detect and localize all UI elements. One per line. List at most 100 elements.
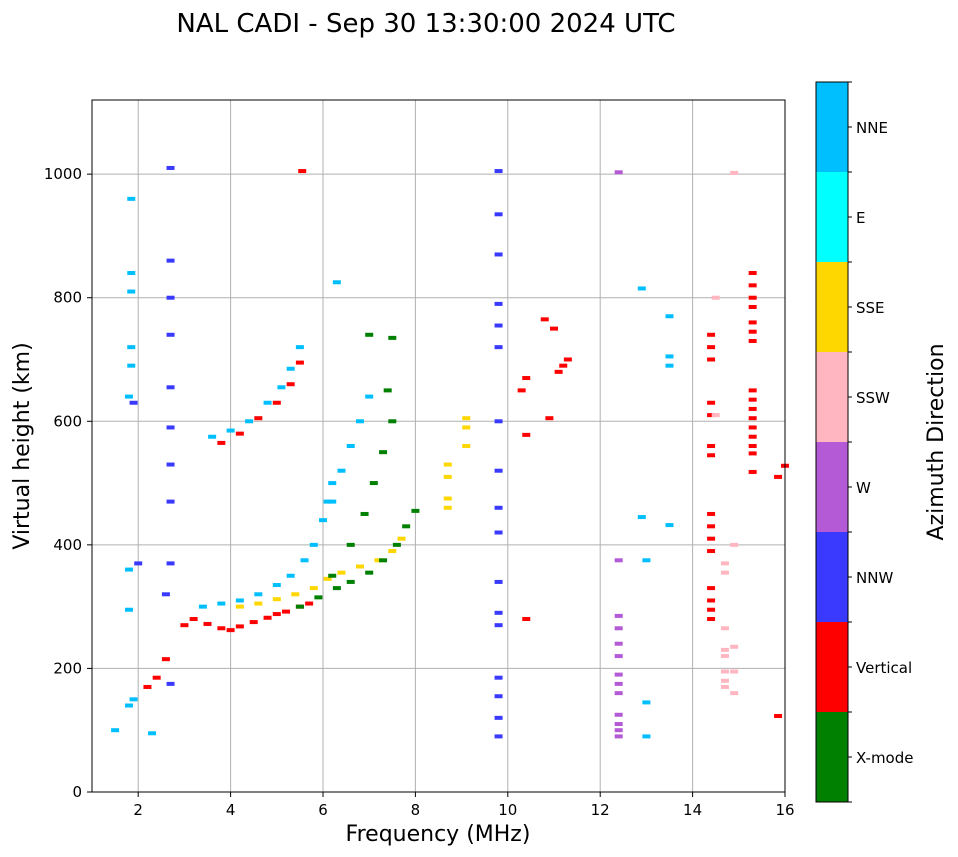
y-tick-label: 1000 bbox=[44, 165, 82, 183]
data-point bbox=[319, 518, 327, 523]
data-point bbox=[254, 601, 263, 606]
data-point bbox=[295, 604, 304, 609]
data-point bbox=[748, 271, 757, 275]
data-point bbox=[748, 304, 757, 309]
data-point bbox=[707, 357, 716, 362]
data-point bbox=[189, 617, 198, 621]
plot-grid bbox=[92, 100, 786, 793]
data-point bbox=[217, 601, 226, 606]
data-point bbox=[374, 558, 383, 563]
plot-marks bbox=[111, 165, 789, 739]
y-tick-label: 0 bbox=[72, 783, 82, 801]
data-point bbox=[517, 388, 526, 393]
data-point bbox=[707, 332, 716, 337]
x-tick-label: 12 bbox=[591, 801, 610, 819]
data-point bbox=[707, 345, 716, 350]
data-point bbox=[522, 432, 531, 437]
data-point bbox=[614, 712, 623, 717]
data-point bbox=[642, 558, 651, 563]
data-point bbox=[235, 604, 244, 609]
data-point bbox=[494, 323, 503, 328]
data-point bbox=[328, 499, 337, 504]
data-point bbox=[730, 691, 739, 696]
data-point bbox=[748, 329, 757, 334]
data-point bbox=[127, 363, 136, 368]
colorbar-segment bbox=[816, 82, 848, 172]
data-point bbox=[494, 301, 503, 306]
data-point bbox=[402, 524, 411, 529]
data-point bbox=[383, 388, 392, 393]
data-point bbox=[748, 451, 757, 456]
data-point bbox=[707, 453, 716, 458]
data-point bbox=[707, 598, 716, 603]
data-point bbox=[462, 416, 471, 421]
data-point bbox=[494, 252, 503, 257]
data-point bbox=[127, 289, 136, 294]
data-point bbox=[748, 444, 757, 448]
colorbar-tick-label: SSE bbox=[856, 299, 885, 317]
data-point bbox=[748, 388, 757, 393]
data-point bbox=[309, 586, 318, 591]
azimuth-colorbar: X-mode Vertical NNW W SSW SSE E NNE bbox=[815, 81, 913, 803]
colorbar-tick-label: SSW bbox=[856, 389, 890, 407]
data-point bbox=[462, 444, 471, 448]
data-point bbox=[148, 731, 157, 736]
colorbar-label: Azimuth Direction bbox=[924, 343, 949, 540]
data-point bbox=[563, 357, 572, 362]
data-point bbox=[614, 626, 623, 631]
data-point bbox=[522, 617, 531, 621]
data-point bbox=[748, 295, 757, 300]
data-point bbox=[642, 700, 651, 705]
data-point bbox=[748, 434, 757, 439]
data-point bbox=[365, 394, 374, 399]
data-point bbox=[286, 573, 295, 578]
data-point bbox=[286, 366, 295, 371]
data-point bbox=[443, 496, 452, 501]
data-point bbox=[614, 691, 623, 696]
data-point bbox=[494, 623, 503, 628]
data-point bbox=[291, 592, 300, 597]
data-point bbox=[166, 681, 175, 686]
data-point bbox=[161, 657, 170, 662]
data-point bbox=[494, 530, 503, 535]
data-point bbox=[355, 419, 364, 424]
data-point bbox=[295, 360, 304, 365]
data-point bbox=[226, 628, 235, 633]
y-tick-label: 800 bbox=[53, 289, 82, 307]
data-point bbox=[166, 425, 175, 430]
data-point bbox=[166, 165, 175, 170]
data-point bbox=[249, 620, 258, 625]
data-point bbox=[494, 610, 503, 615]
colorbar-segment bbox=[816, 622, 848, 712]
data-point bbox=[730, 644, 739, 649]
data-point bbox=[614, 170, 623, 175]
data-point bbox=[286, 382, 295, 387]
data-point bbox=[365, 332, 374, 337]
data-point bbox=[263, 615, 272, 620]
data-point bbox=[388, 335, 397, 340]
data-point bbox=[263, 400, 272, 405]
colorbar-tick-label: X-mode bbox=[856, 749, 913, 767]
data-point bbox=[166, 499, 175, 504]
data-point bbox=[369, 481, 378, 486]
data-point bbox=[166, 561, 175, 566]
data-point bbox=[707, 586, 716, 591]
data-point bbox=[707, 511, 716, 516]
data-point bbox=[462, 425, 471, 430]
data-point bbox=[272, 612, 281, 617]
data-point bbox=[134, 561, 143, 566]
plot-frame bbox=[91, 99, 786, 793]
data-point bbox=[707, 536, 716, 541]
data-point bbox=[166, 295, 175, 300]
data-point bbox=[235, 624, 244, 629]
data-point bbox=[166, 258, 175, 263]
data-point bbox=[143, 684, 152, 689]
data-point bbox=[494, 579, 503, 584]
data-point bbox=[614, 681, 623, 686]
data-point bbox=[494, 675, 503, 680]
data-point bbox=[443, 505, 452, 510]
data-point bbox=[337, 570, 346, 575]
colorbar-segment bbox=[816, 712, 848, 802]
data-point bbox=[748, 406, 757, 411]
